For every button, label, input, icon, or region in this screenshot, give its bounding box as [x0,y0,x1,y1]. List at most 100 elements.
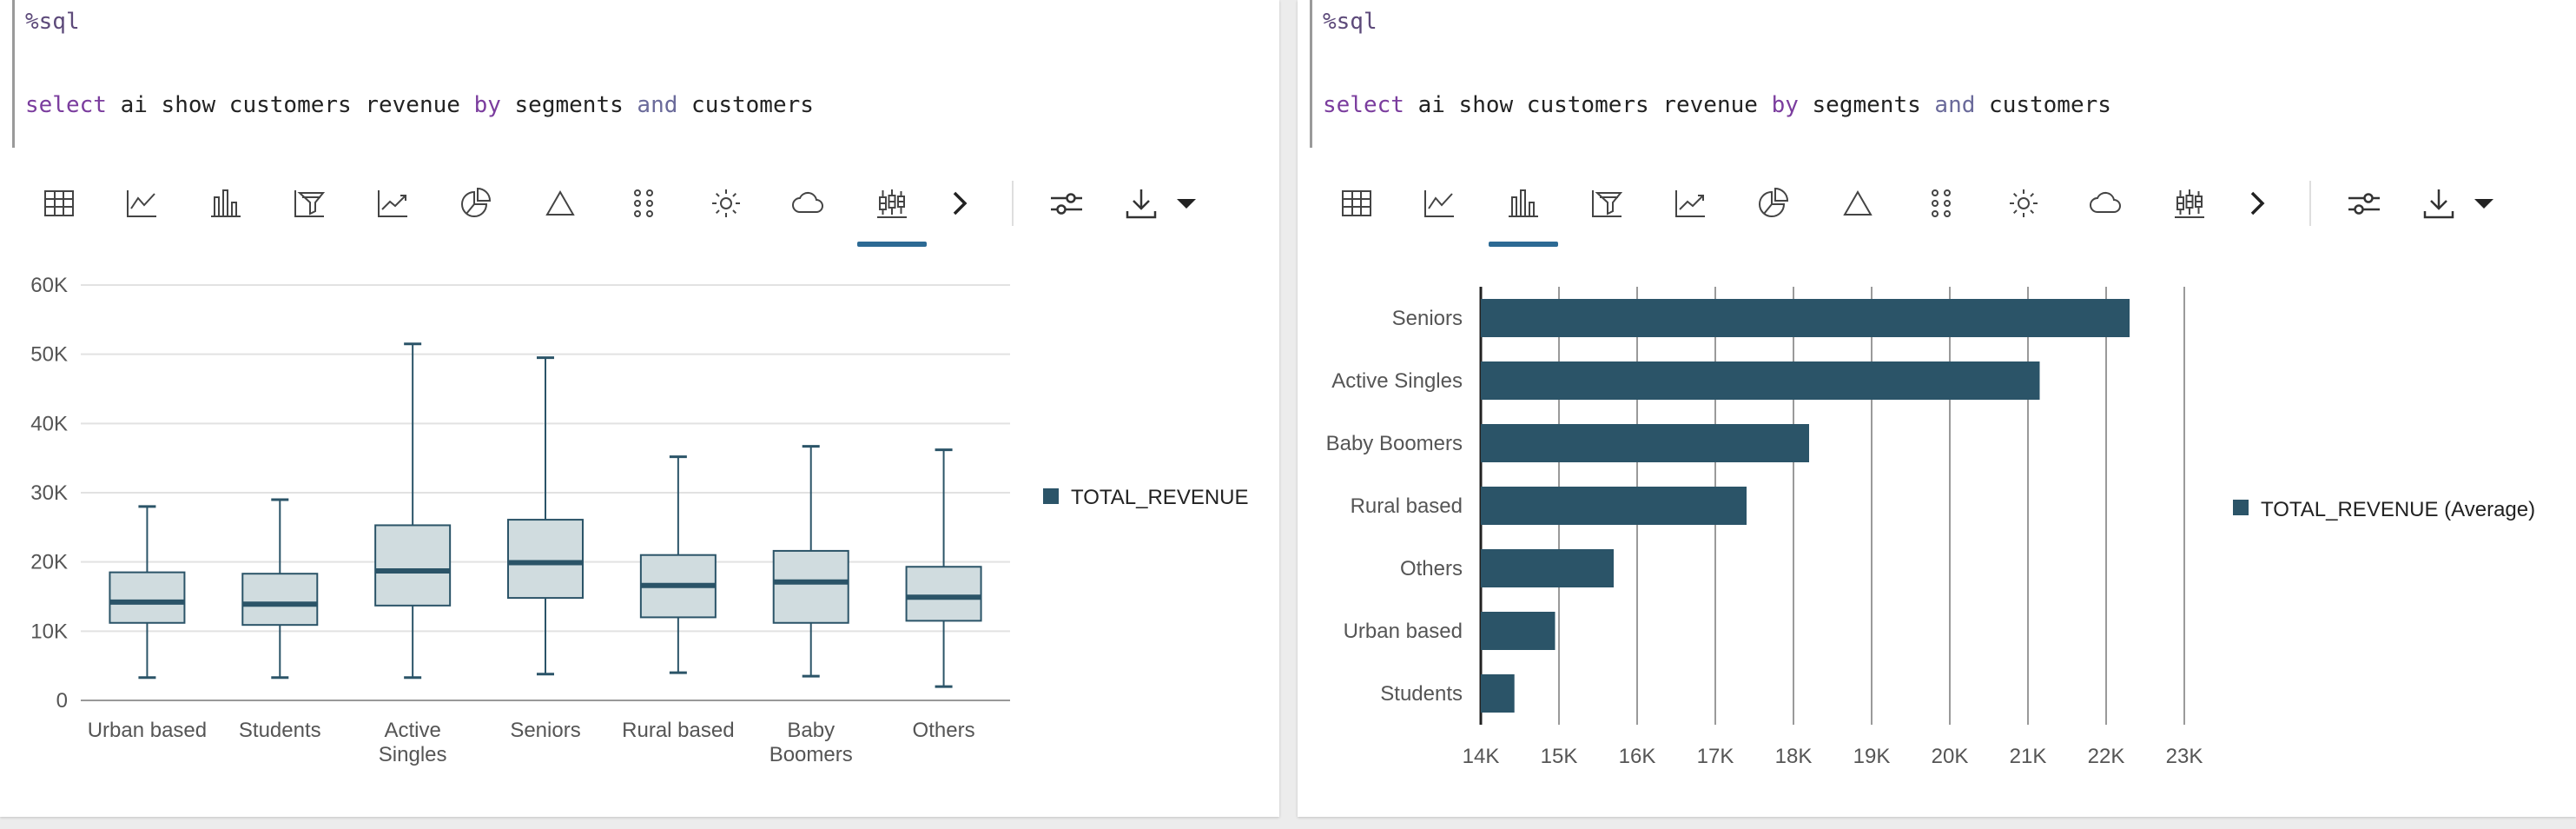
pie-chart-icon[interactable] [1749,179,1798,228]
chevron-right-icon[interactable] [935,179,983,228]
active-tab-indicator [1489,242,1558,247]
sliders-icon [2348,193,2380,215]
caret-down-icon [2474,199,2493,209]
line-chart-icon[interactable] [1415,179,1463,228]
x-tick-label: 19K [1853,745,1891,768]
sunburst-icon[interactable] [1999,179,2048,228]
x-tick-label: Baby [787,719,835,742]
y-tick-label: Students [1380,682,1463,706]
query-token: segments [500,92,637,118]
line-chart-icon[interactable] [117,179,166,228]
triangle-chart-icon[interactable] [1833,179,1882,228]
toolbar-divider [2309,181,2311,226]
chart-toolbar [0,163,1279,247]
funnel-chart-icon [294,190,326,217]
table-icon[interactable] [35,179,83,228]
y-tick-label: 50K [30,343,68,367]
trend-chart-icon[interactable] [368,179,417,228]
iqr-box [374,524,452,607]
download-icon[interactable] [1117,179,1166,228]
sliders-icon [1051,193,1082,215]
query-token: customers [677,92,814,118]
horizontal-bar-chart: 14K 15K 16K 17K 18K 19K 20K 21K 22K 23K Seniors Act… [1326,287,2535,768]
y-tick-label: 0 [56,689,68,713]
x-tick-label: 18K [1775,745,1813,768]
triangle-chart-icon [545,189,575,216]
caret-down-icon [1177,199,1196,209]
y-tick-label: Rural based [1351,494,1463,518]
bar-4 [1481,549,1614,587]
bar-6 [1481,674,1515,713]
x-tick-label: 16K [1619,745,1656,768]
funnel-chart-icon[interactable] [285,179,334,228]
chevron-right-icon [2250,191,2265,216]
query-token: select [25,92,107,118]
chevron-right-icon[interactable] [2232,179,2281,228]
triangle-chart-icon[interactable] [536,179,585,228]
x-tick-label: Singles [379,743,447,766]
boxplot-icon[interactable] [868,179,916,228]
dot-matrix-icon [634,189,653,217]
bar-chart-icon [211,189,241,217]
x-tick-label: 20K [1932,745,1969,768]
sql-editor[interactable]: %sql select ai show customers revenue by… [12,0,1268,148]
dot-matrix-icon[interactable] [1917,179,1965,228]
boxplot-chart: 0 10K 20K 30K 40K 50K 60K Urban based Students Ac… [30,274,1248,766]
table-icon [44,190,74,216]
query-token: and [1934,92,1976,118]
query-token: by [1771,92,1799,118]
x-tick-label: Others [913,719,975,742]
caret-down-icon[interactable] [2460,179,2508,228]
caret-down-icon[interactable] [1162,179,1211,228]
table-icon[interactable] [1332,179,1381,228]
sunburst-icon[interactable] [702,179,750,228]
cloud-icon[interactable] [2081,179,2130,228]
sql-query: select ai show customers revenue by segm… [1323,92,2111,118]
bar-chart-icon [1509,189,1538,217]
dot-matrix-icon[interactable] [619,179,668,228]
iqr-box [507,519,584,600]
sunburst-icon [712,189,740,217]
notebook-cell-right: %sql select ai show customers revenue by… [1298,0,2576,817]
trend-chart-icon[interactable] [1666,179,1714,228]
x-tick-label: 14K [1463,745,1500,768]
iqr-box [905,566,982,622]
trend-chart-icon [378,190,407,217]
query-token: by [473,92,501,118]
query-token: ai show customers revenue [106,92,474,118]
sliders-icon[interactable] [2340,179,2388,228]
sliders-icon[interactable] [1042,179,1091,228]
x-tick-label: Active [384,719,440,742]
y-tick-label: 10K [30,620,68,643]
pie-chart-icon[interactable] [452,179,500,228]
box-5 [772,445,849,678]
y-tick-label: 60K [30,274,68,297]
boxplot-icon [2175,189,2204,218]
legend-swatch [2233,500,2249,515]
y-tick-label: Baby Boomers [1326,432,1463,455]
download-icon[interactable] [2414,179,2463,228]
bar-chart-icon[interactable] [201,179,250,228]
cloud-icon[interactable] [783,179,832,228]
legend-swatch [1043,488,1059,504]
line-chart-icon [1424,190,1454,217]
magic-command: %sql [1323,9,1377,35]
active-tab-indicator [857,242,927,247]
boxplot-icon[interactable] [2165,179,2214,228]
sql-editor[interactable]: %sql select ai show customers revenue by… [1310,0,2565,148]
sql-query: select ai show customers revenue by segm… [25,92,814,118]
box-4 [639,455,717,674]
cloud-icon [792,191,823,213]
triangle-chart-icon [1843,189,1873,216]
funnel-chart-icon[interactable] [1582,179,1631,228]
query-token: customers [1975,92,2111,118]
bar-chart-icon[interactable] [1499,179,1548,228]
query-token: select [1323,92,1404,118]
iqr-box [772,549,849,624]
x-tick-label: Urban based [88,719,207,742]
x-tick-label: 23K [2166,745,2203,768]
chart-toolbar [1298,163,2576,247]
pie-chart-icon [1759,187,1789,217]
box-3 [507,356,584,676]
magic-command: %sql [25,9,80,35]
